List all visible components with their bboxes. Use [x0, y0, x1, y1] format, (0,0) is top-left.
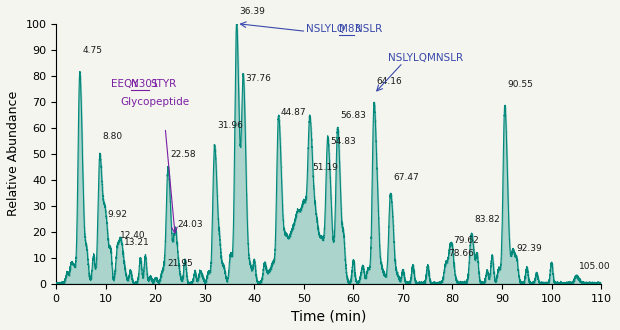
- Text: 13.21: 13.21: [124, 238, 150, 248]
- Text: 90.55: 90.55: [507, 80, 533, 89]
- Text: 31.96: 31.96: [217, 121, 243, 130]
- Text: EEQY: EEQY: [111, 79, 138, 89]
- Text: 54.83: 54.83: [330, 137, 356, 146]
- Text: 105.00: 105.00: [579, 262, 611, 271]
- Text: 24.03: 24.03: [178, 220, 203, 229]
- Text: 36.39: 36.39: [239, 7, 265, 16]
- Text: M83: M83: [339, 24, 361, 34]
- Text: 44.87: 44.87: [281, 108, 306, 117]
- Text: 67.47: 67.47: [393, 173, 418, 182]
- Text: 56.83: 56.83: [340, 111, 366, 120]
- Text: N301: N301: [131, 79, 158, 89]
- Text: 4.75: 4.75: [82, 46, 102, 55]
- Text: 64.16: 64.16: [376, 77, 402, 86]
- Text: 92.39: 92.39: [516, 244, 542, 252]
- Text: STYR: STYR: [150, 79, 177, 89]
- X-axis label: Time (min): Time (min): [291, 309, 366, 323]
- Text: 9.92: 9.92: [108, 210, 128, 219]
- Y-axis label: Relative Abundance: Relative Abundance: [7, 91, 20, 216]
- Text: NSLR: NSLR: [355, 24, 382, 34]
- Text: NSLYLQMNSLR: NSLYLQMNSLR: [388, 52, 463, 63]
- Text: 21.95: 21.95: [167, 259, 193, 268]
- Text: NSLYLQ: NSLYLQ: [306, 24, 348, 34]
- Text: 37.76: 37.76: [246, 75, 272, 83]
- Text: Glycopeptide: Glycopeptide: [121, 97, 190, 107]
- Text: 83.82: 83.82: [474, 215, 500, 224]
- Text: 22.58: 22.58: [170, 150, 196, 159]
- Text: 51.19: 51.19: [312, 163, 338, 172]
- Text: 12.40: 12.40: [120, 231, 146, 240]
- Text: 79.62: 79.62: [453, 236, 479, 245]
- Text: 78.66: 78.66: [448, 249, 474, 258]
- Text: 8.80: 8.80: [102, 132, 122, 141]
